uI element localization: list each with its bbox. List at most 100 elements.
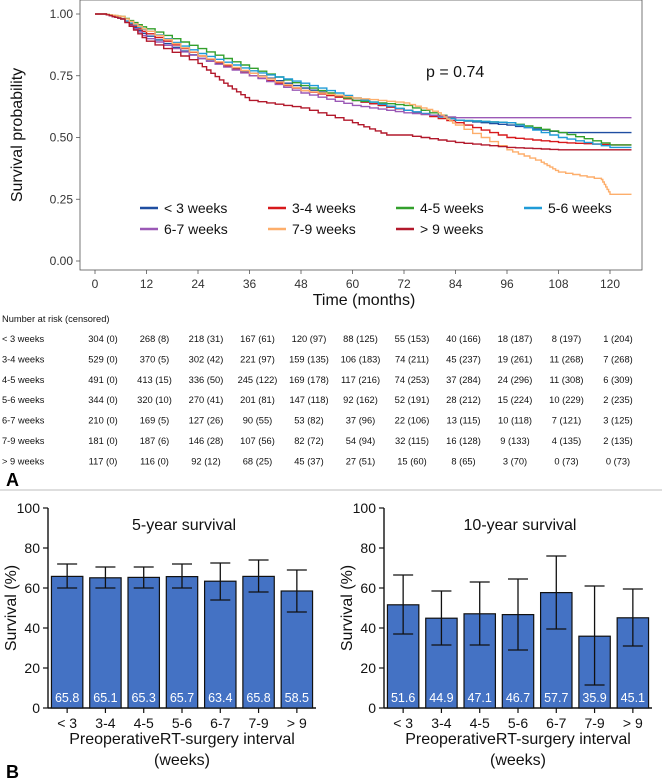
risk-cell: 13 (115) bbox=[447, 416, 481, 426]
risk-cell: 6 (309) bbox=[603, 375, 632, 385]
risk-row-label: 7-9 weeks bbox=[2, 436, 45, 446]
bar-value-label: 65.1 bbox=[93, 691, 117, 705]
risk-table-title: Number at risk (censored) bbox=[2, 314, 109, 324]
bar-value-label: 58.5 bbox=[285, 691, 309, 705]
bar-y-tick-label: 40 bbox=[360, 620, 376, 636]
risk-cell: 74 (211) bbox=[395, 354, 429, 364]
bar-value-label: 46.7 bbox=[506, 691, 530, 705]
risk-cell: 8 (65) bbox=[451, 456, 475, 466]
bar-x-tick-label: 4-5 bbox=[470, 715, 490, 731]
risk-cell: 107 (56) bbox=[240, 436, 275, 446]
bar-value-label: 65.7 bbox=[170, 691, 194, 705]
risk-cell: 45 (237) bbox=[446, 354, 481, 364]
risk-cell: 22 (106) bbox=[395, 416, 430, 426]
km-curve-gt9 bbox=[95, 13, 632, 151]
km-chart: 0.00 0.25 0.50 0.75 1.00 0 12 24 36 48 60 72 84 96 108… bbox=[9, 0, 643, 309]
bar-x-axis-label-line2: (weeks) bbox=[154, 752, 210, 769]
risk-cell: 11 (308) bbox=[550, 375, 584, 385]
risk-cell: 304 (0) bbox=[88, 334, 117, 344]
bar-x-tick-label: 7-9 bbox=[248, 715, 268, 731]
bar-x-tick-label: < 3 bbox=[393, 715, 413, 731]
bar-x-tick-label: 3-4 bbox=[431, 715, 451, 731]
risk-cell: 15 (224) bbox=[498, 395, 533, 405]
legend-label-gt9: > 9 weeks bbox=[420, 221, 483, 237]
risk-cell: 370 (5) bbox=[140, 354, 169, 364]
risk-cell: 159 (135) bbox=[289, 354, 329, 364]
risk-row-label: 5-6 weeks bbox=[2, 395, 45, 405]
risk-row-label: 4-5 weeks bbox=[2, 375, 45, 385]
risk-cell: 11 (268) bbox=[550, 354, 584, 364]
panel-a-label: A bbox=[6, 470, 19, 490]
risk-cell: 82 (72) bbox=[294, 436, 323, 446]
bar-y-axis-label: Survival (%) bbox=[3, 565, 20, 651]
bar-x-axis-label-line1: PreoperativeRT-surgery interval bbox=[405, 731, 631, 748]
km-x-tick-label: 24 bbox=[191, 277, 205, 291]
bar-y-axis-label: Survival (%) bbox=[339, 565, 356, 651]
risk-cell: 0 (73) bbox=[554, 456, 578, 466]
risk-cell: 54 (94) bbox=[346, 436, 375, 446]
risk-cell: 18 (187) bbox=[498, 334, 533, 344]
risk-cell: 336 (50) bbox=[189, 375, 224, 385]
risk-cell: 169 (5) bbox=[140, 416, 169, 426]
km-y-tick-label: 0.00 bbox=[50, 254, 74, 268]
bar-value-label: 51.6 bbox=[391, 691, 415, 705]
bar-value-label: 65.8 bbox=[246, 691, 270, 705]
km-y-axis-label: Survival probability bbox=[9, 68, 26, 202]
bar bbox=[539, 591, 573, 709]
bar bbox=[165, 575, 199, 709]
risk-cell: 302 (42) bbox=[189, 354, 224, 364]
bar-value-label: 47.1 bbox=[468, 691, 492, 705]
bar-chart-title: 5-year survival bbox=[132, 517, 236, 534]
risk-cell: 74 (253) bbox=[395, 375, 430, 385]
risk-cell: 2 (135) bbox=[603, 436, 632, 446]
km-curves bbox=[95, 13, 632, 195]
risk-cell: 68 (25) bbox=[243, 456, 272, 466]
risk-cell: 28 (212) bbox=[446, 395, 481, 405]
risk-cell: 15 (60) bbox=[397, 456, 426, 466]
risk-cell: 529 (0) bbox=[88, 354, 117, 364]
p-value-annotation: p = 0.74 bbox=[426, 64, 484, 81]
risk-cell: 116 (0) bbox=[140, 456, 169, 466]
risk-row-label: 6-7 weeks bbox=[2, 416, 45, 426]
bar-x-tick-label: > 9 bbox=[623, 715, 643, 731]
number-at-risk-table: Number at risk (censored) < 3 weeks 304 (… bbox=[2, 314, 633, 466]
bar-y-tick-label: 0 bbox=[32, 700, 40, 716]
risk-cell: 40 (166) bbox=[446, 334, 481, 344]
bar-y-tick-label: 60 bbox=[24, 580, 40, 596]
bar-y-tick-label: 80 bbox=[360, 540, 376, 556]
risk-cell: 92 (162) bbox=[343, 395, 378, 405]
km-x-tick-label: 120 bbox=[600, 277, 620, 291]
risk-cell: 169 (178) bbox=[289, 375, 329, 385]
risk-cell: 10 (229) bbox=[549, 395, 584, 405]
bar bbox=[203, 580, 237, 709]
risk-cell: 0 (73) bbox=[606, 456, 630, 466]
km-y-tick-label: 0.75 bbox=[50, 69, 74, 83]
km-x-axis-label: Time (months) bbox=[313, 292, 416, 309]
legend-label-w79: 7-9 weeks bbox=[292, 221, 356, 237]
risk-cell: 320 (10) bbox=[137, 395, 172, 405]
km-x-tick-label: 84 bbox=[449, 277, 463, 291]
km-legend: < 3 weeks 3-4 weeks 4-5 weeks 5-6 weeks 6-7 … bbox=[140, 200, 612, 237]
panel-b-label: B bbox=[6, 762, 19, 782]
risk-cell: 27 (51) bbox=[346, 456, 375, 466]
risk-cell: 127 (26) bbox=[189, 416, 224, 426]
risk-cell: 55 (153) bbox=[395, 334, 430, 344]
legend-label-lt3: < 3 weeks bbox=[164, 200, 227, 216]
bar bbox=[89, 577, 122, 709]
risk-cell: 181 (0) bbox=[88, 436, 117, 446]
risk-cell: 344 (0) bbox=[88, 395, 117, 405]
risk-cell: 37 (96) bbox=[346, 416, 375, 426]
bar-y-tick-label: 20 bbox=[24, 660, 40, 676]
km-x-tick-label: 12 bbox=[140, 277, 154, 291]
risk-cell: 88 (125) bbox=[343, 334, 378, 344]
bar-y-tick-label: 20 bbox=[360, 660, 376, 676]
risk-cell: 187 (6) bbox=[140, 436, 169, 446]
risk-cell: 106 (183) bbox=[341, 354, 381, 364]
risk-cell: 221 (97) bbox=[240, 354, 275, 364]
risk-cell: 90 (55) bbox=[243, 416, 272, 426]
risk-row-label: < 3 weeks bbox=[2, 334, 44, 344]
km-y-tick-label: 0.50 bbox=[50, 131, 74, 145]
km-y-tick-label: 0.25 bbox=[50, 192, 74, 206]
risk-cell: 7 (121) bbox=[552, 416, 581, 426]
